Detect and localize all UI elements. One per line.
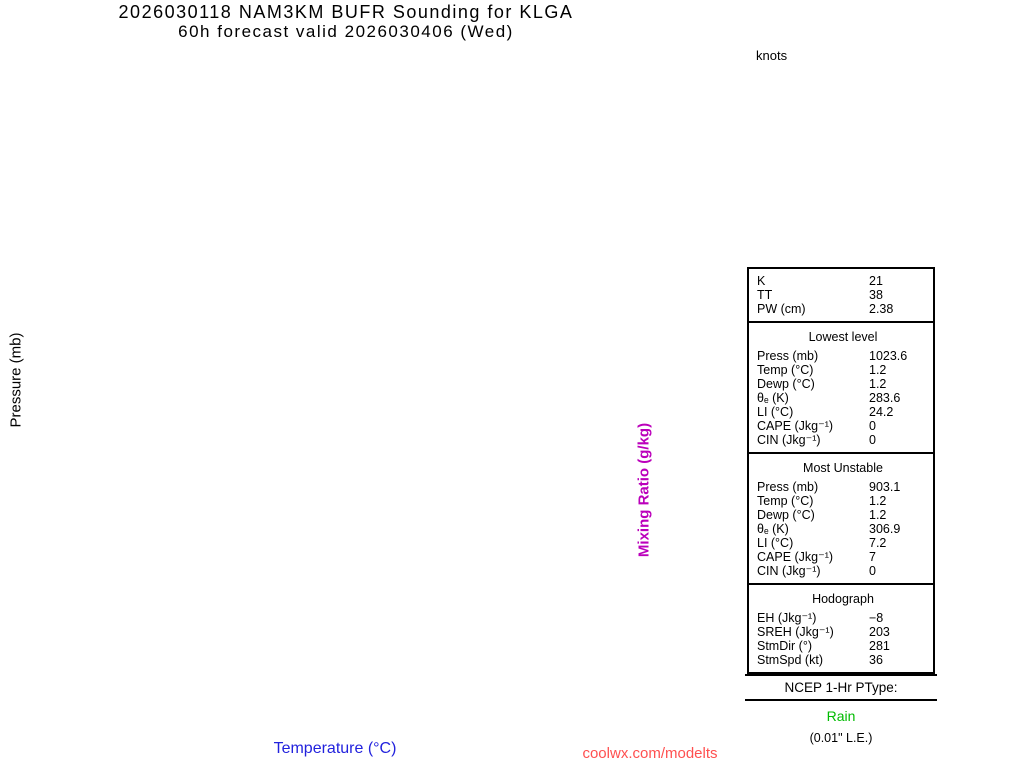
row-label: StmDir (°) <box>757 639 812 653</box>
row-value: 903.1 <box>869 480 901 494</box>
row-value: 306.9 <box>869 522 901 536</box>
row-label: TT <box>757 288 773 302</box>
table-row: Press (mb) 903.1 <box>757 480 929 494</box>
row-label: Press (mb) <box>757 349 819 363</box>
row-value: 36 <box>869 653 883 667</box>
table-row: EH (Jkg⁻¹) −8 <box>757 611 929 625</box>
row-value: 24.2 <box>869 405 894 419</box>
row-label: CAPE (Jkg⁻¹) <box>757 550 834 564</box>
row-label: Dewp (°C) <box>757 508 815 522</box>
row-value: 21 <box>869 274 883 288</box>
ptype-heading: NCEP 1-Hr PType: <box>745 674 937 701</box>
row-label: CAPE (Jkg⁻¹) <box>757 419 834 433</box>
row-label: PW (cm) <box>757 302 806 316</box>
row-value: 281 <box>869 639 890 653</box>
row-value: 1023.6 <box>869 349 908 363</box>
table-row: θₑ (K) 283.6 <box>757 391 929 405</box>
row-label: Dewp (°C) <box>757 377 815 391</box>
table-row: SREH (Jkg⁻¹) 203 <box>757 625 929 639</box>
hodograph-units-label: knots <box>756 48 788 63</box>
table-section-most-unstable: Most Unstable Press (mb) 903.1 Temp (°C) 1… <box>749 452 933 583</box>
table-row: TT 38 <box>757 288 929 302</box>
section-title: Most Unstable <box>803 461 883 475</box>
pressure-axis-label: Pressure (mb) <box>7 332 25 428</box>
row-label: StmSpd (kt) <box>757 653 823 667</box>
row-value: 1.2 <box>869 508 887 522</box>
table-row: Temp (°C) 1.2 <box>757 363 929 377</box>
table-row: LI (°C) 24.2 <box>757 405 929 419</box>
table-row: Temp (°C) 1.2 <box>757 494 929 508</box>
page-title: 2026030118 NAM3KM BUFR Sounding for KLGA <box>118 2 574 22</box>
ptype-panel: NCEP 1-Hr PType: Rain (0.01" L.E.) <box>745 674 937 745</box>
page-subtitle: 60h forecast valid 2026030406 (Wed) <box>178 22 514 41</box>
table-row: CIN (Jkg⁻¹) 0 <box>757 564 929 578</box>
row-value: 2.38 <box>869 302 894 316</box>
row-label: K <box>757 274 766 288</box>
temperature-axis-label: Temperature (°C) <box>273 740 397 757</box>
row-label: CIN (Jkg⁻¹) <box>757 564 821 578</box>
table-row: PW (cm) 2.38 <box>757 302 929 316</box>
mixing-ratio-axis-label: Mixing Ratio (g/kg) <box>635 422 653 558</box>
table-row: StmSpd (kt) 36 <box>757 653 929 667</box>
table-row: CAPE (Jkg⁻¹) 0 <box>757 419 929 433</box>
section-title: Hodograph <box>812 592 874 606</box>
table-row: CIN (Jkg⁻¹) 0 <box>757 433 929 447</box>
row-label: Press (mb) <box>757 480 819 494</box>
table-row: Dewp (°C) 1.2 <box>757 508 929 522</box>
row-value: 1.2 <box>869 377 887 391</box>
table-row: Dewp (°C) 1.2 <box>757 377 929 391</box>
row-label: LI (°C) <box>757 536 794 550</box>
ptype-value: Rain <box>826 708 856 724</box>
row-value: −8 <box>869 611 884 625</box>
table-section-lowest-level: Lowest level Press (mb) 1023.6 Temp (°C) 1… <box>749 321 933 452</box>
watermark: coolwx.com/modelts <box>582 745 718 762</box>
row-label: CIN (Jkg⁻¹) <box>757 433 821 447</box>
ptype-note: (0.01" L.E.) <box>809 731 873 745</box>
row-value: 38 <box>869 288 883 302</box>
table-section-indices: K 21 TT 38 PW (cm) 2.38 <box>749 269 933 321</box>
row-value: 7 <box>869 550 876 564</box>
table-row: θₑ (K) 306.9 <box>757 522 929 536</box>
row-label: Temp (°C) <box>757 363 814 377</box>
row-value: 283.6 <box>869 391 901 405</box>
table-section-hodograph: Hodograph EH (Jkg⁻¹) −8 SREH (Jkg⁻¹) 203 S… <box>749 583 933 672</box>
row-label: θₑ (K) <box>757 391 789 405</box>
row-label: Temp (°C) <box>757 494 814 508</box>
table-row: StmDir (°) 281 <box>757 639 929 653</box>
row-label: EH (Jkg⁻¹) <box>757 611 817 625</box>
row-value: 1.2 <box>869 494 887 508</box>
table-row: CAPE (Jkg⁻¹) 7 <box>757 550 929 564</box>
row-value: 0 <box>869 564 876 578</box>
table-row: Press (mb) 1023.6 <box>757 349 929 363</box>
row-value: 1.2 <box>869 363 887 377</box>
section-title: Lowest level <box>808 330 878 344</box>
row-label: SREH (Jkg⁻¹) <box>757 625 834 639</box>
row-value: 0 <box>869 419 876 433</box>
row-value: 7.2 <box>869 536 887 550</box>
row-label: θₑ (K) <box>757 522 789 536</box>
table-row: K 21 <box>757 274 929 288</box>
row-value: 203 <box>869 625 890 639</box>
row-label: LI (°C) <box>757 405 794 419</box>
row-value: 0 <box>869 433 876 447</box>
table-row: LI (°C) 7.2 <box>757 536 929 550</box>
parameter-table: K 21 TT 38 PW (cm) 2.38 Lowest level Press … <box>747 267 935 674</box>
